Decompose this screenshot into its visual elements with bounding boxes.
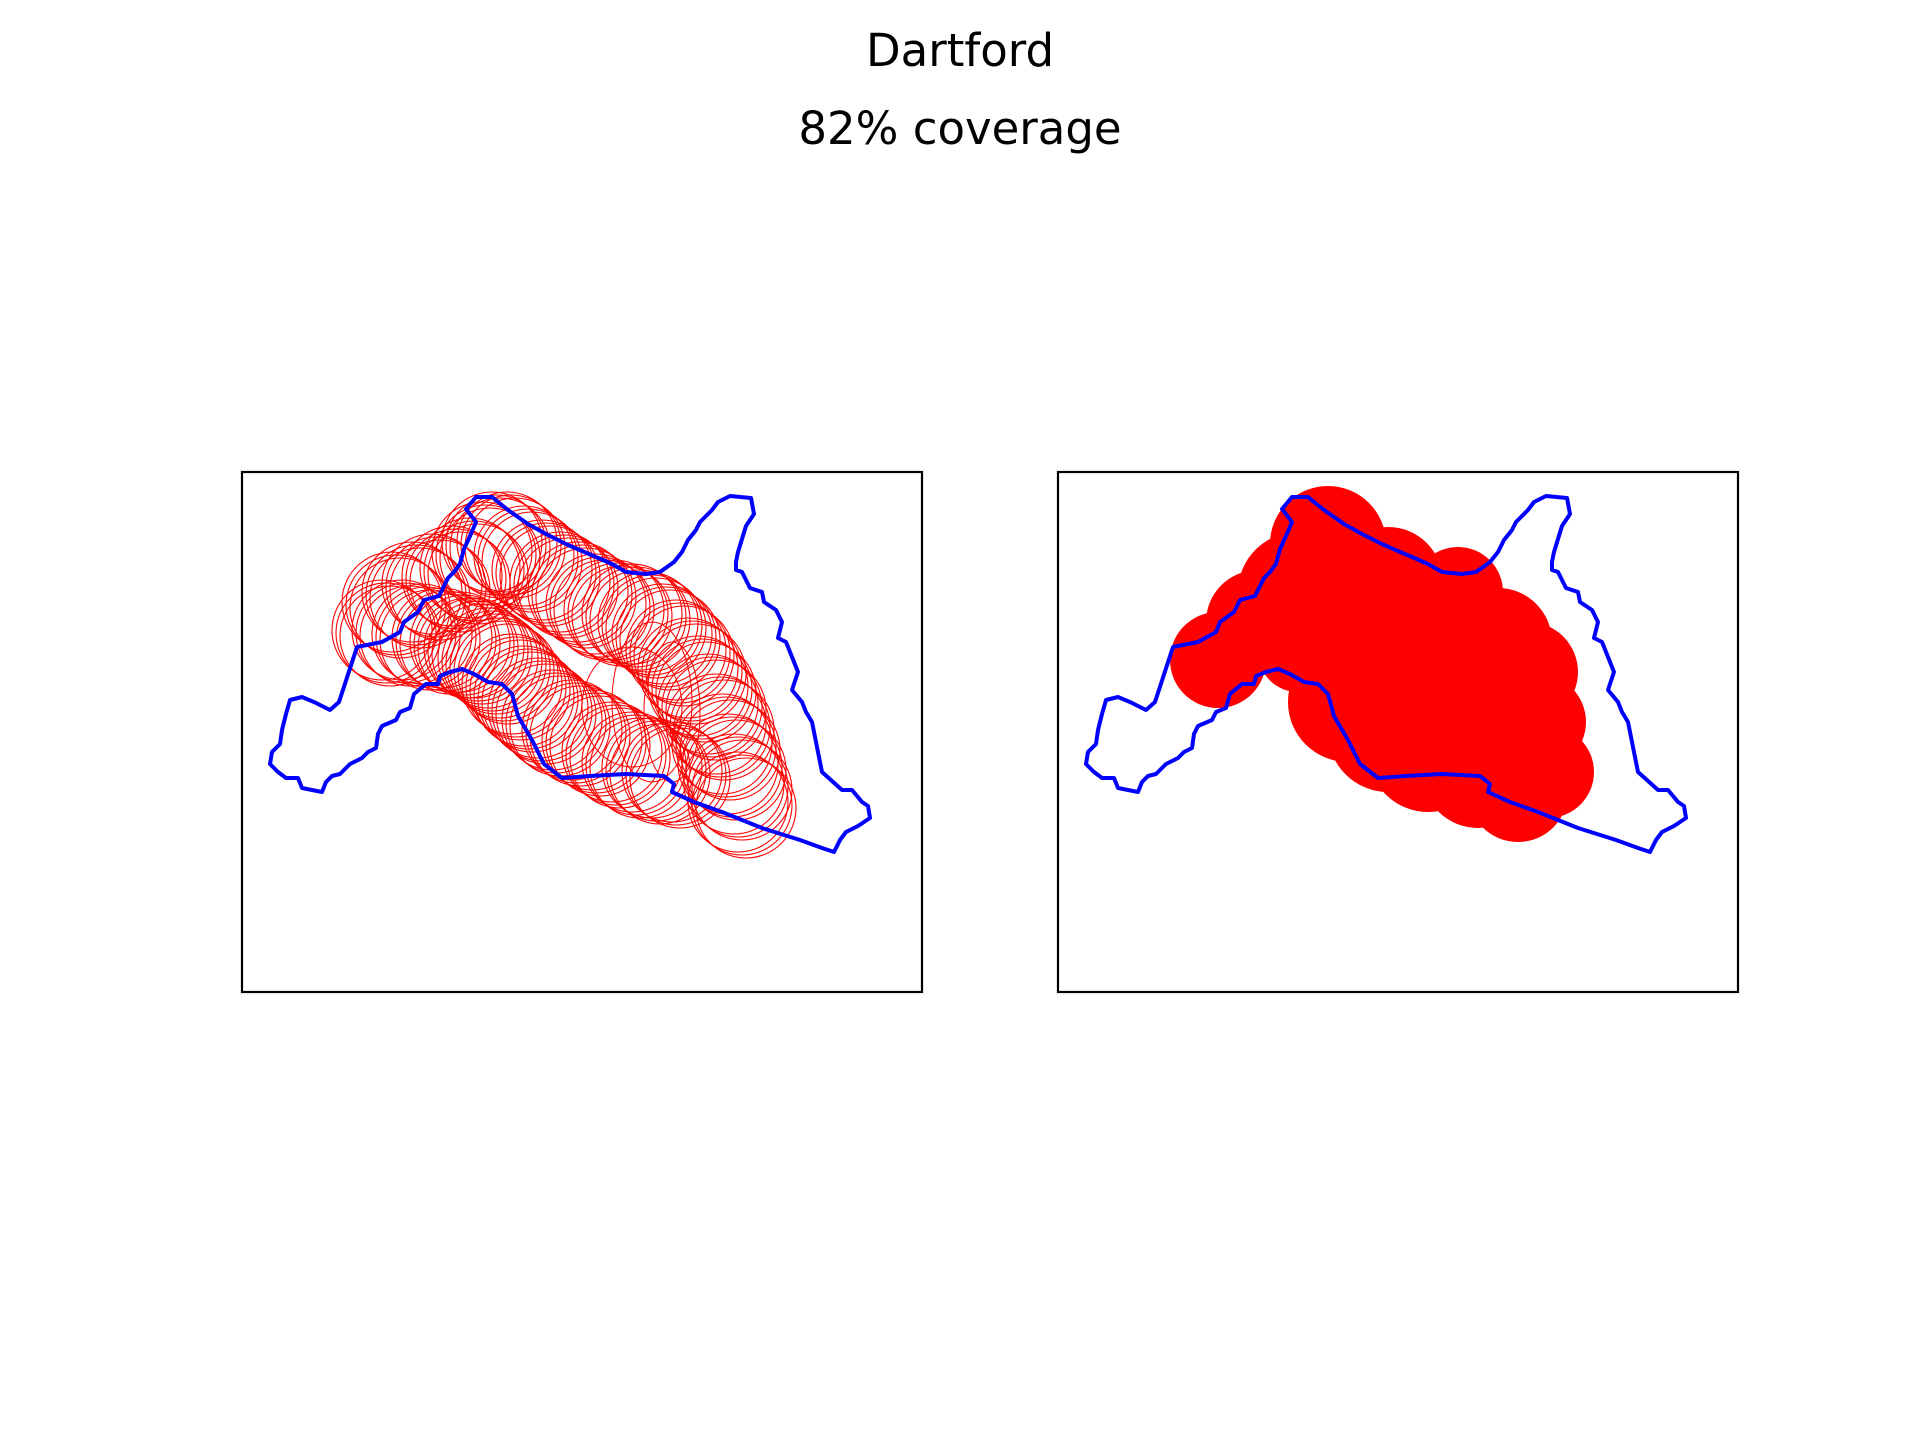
coverage-circle <box>449 617 551 719</box>
coverage-circles-outline <box>331 491 797 859</box>
coverage-circle <box>629 602 731 704</box>
coverage-circle <box>445 613 547 715</box>
coverage-circle <box>665 659 767 761</box>
coverage-area-filled <box>1170 486 1594 842</box>
coverage-circle <box>527 541 629 643</box>
coverage-circle <box>605 577 707 679</box>
dartford-boundary <box>268 494 872 854</box>
coverage-circle <box>435 504 537 606</box>
coverage-circle <box>531 544 633 646</box>
coverage-circle <box>669 676 771 778</box>
coverage-circle <box>457 623 559 725</box>
coverage-circle <box>683 733 785 835</box>
figure-subtitle: 82% coverage <box>798 102 1122 155</box>
figure-title: Dartford <box>865 24 1055 77</box>
coverage-circle <box>637 617 739 719</box>
coverage-circle <box>581 563 683 665</box>
coverage-circle <box>1333 527 1443 637</box>
coverage-circle <box>611 621 693 783</box>
coverage-circle <box>445 494 547 596</box>
coverage-circle <box>581 711 683 813</box>
coverage-circle <box>535 547 637 649</box>
coverage-circle <box>365 544 467 646</box>
coverage-circle <box>645 623 747 725</box>
coverage-circle <box>567 562 669 664</box>
coverage-circle <box>1258 612 1338 692</box>
coverage-circle <box>441 491 543 593</box>
coverage-circle <box>521 679 623 781</box>
coverage-circle <box>439 507 541 609</box>
coverage-circle <box>349 557 451 659</box>
coverage-circle <box>581 646 683 768</box>
coverage-circle <box>449 497 551 599</box>
coverage-circle <box>589 569 691 671</box>
coverage-circle <box>341 551 443 653</box>
coverage-circle <box>589 717 691 819</box>
coverage-circle <box>409 531 511 633</box>
dartford-boundary <box>1084 494 1688 854</box>
coverage-circle <box>419 517 521 619</box>
coverage-circle <box>691 739 793 841</box>
coverage-circle <box>441 610 543 712</box>
circle-outlines-map <box>240 470 924 994</box>
coverage-circle <box>431 501 533 603</box>
coverage-circle <box>345 554 447 656</box>
coverage-circle <box>427 600 529 702</box>
coverage-circle <box>427 523 529 625</box>
coverage-circle <box>361 541 463 643</box>
coverage-circle <box>431 603 533 705</box>
coverage-circle <box>585 566 687 668</box>
coverage-circle <box>389 539 491 641</box>
coverage-circle <box>687 736 789 838</box>
coverage-circle <box>661 656 763 758</box>
coverage-circle <box>625 599 727 701</box>
coverage-circle <box>585 714 687 816</box>
coverage-circle <box>369 547 471 649</box>
coverage-circle <box>385 536 487 638</box>
coverage-circle <box>545 553 647 655</box>
coverage-circle <box>381 533 483 635</box>
coverage-circle <box>1468 712 1568 812</box>
coverage-circle <box>571 565 673 667</box>
filled-coverage-map <box>1056 470 1740 994</box>
coverage-circle <box>641 620 743 722</box>
coverage-circle <box>633 605 735 707</box>
